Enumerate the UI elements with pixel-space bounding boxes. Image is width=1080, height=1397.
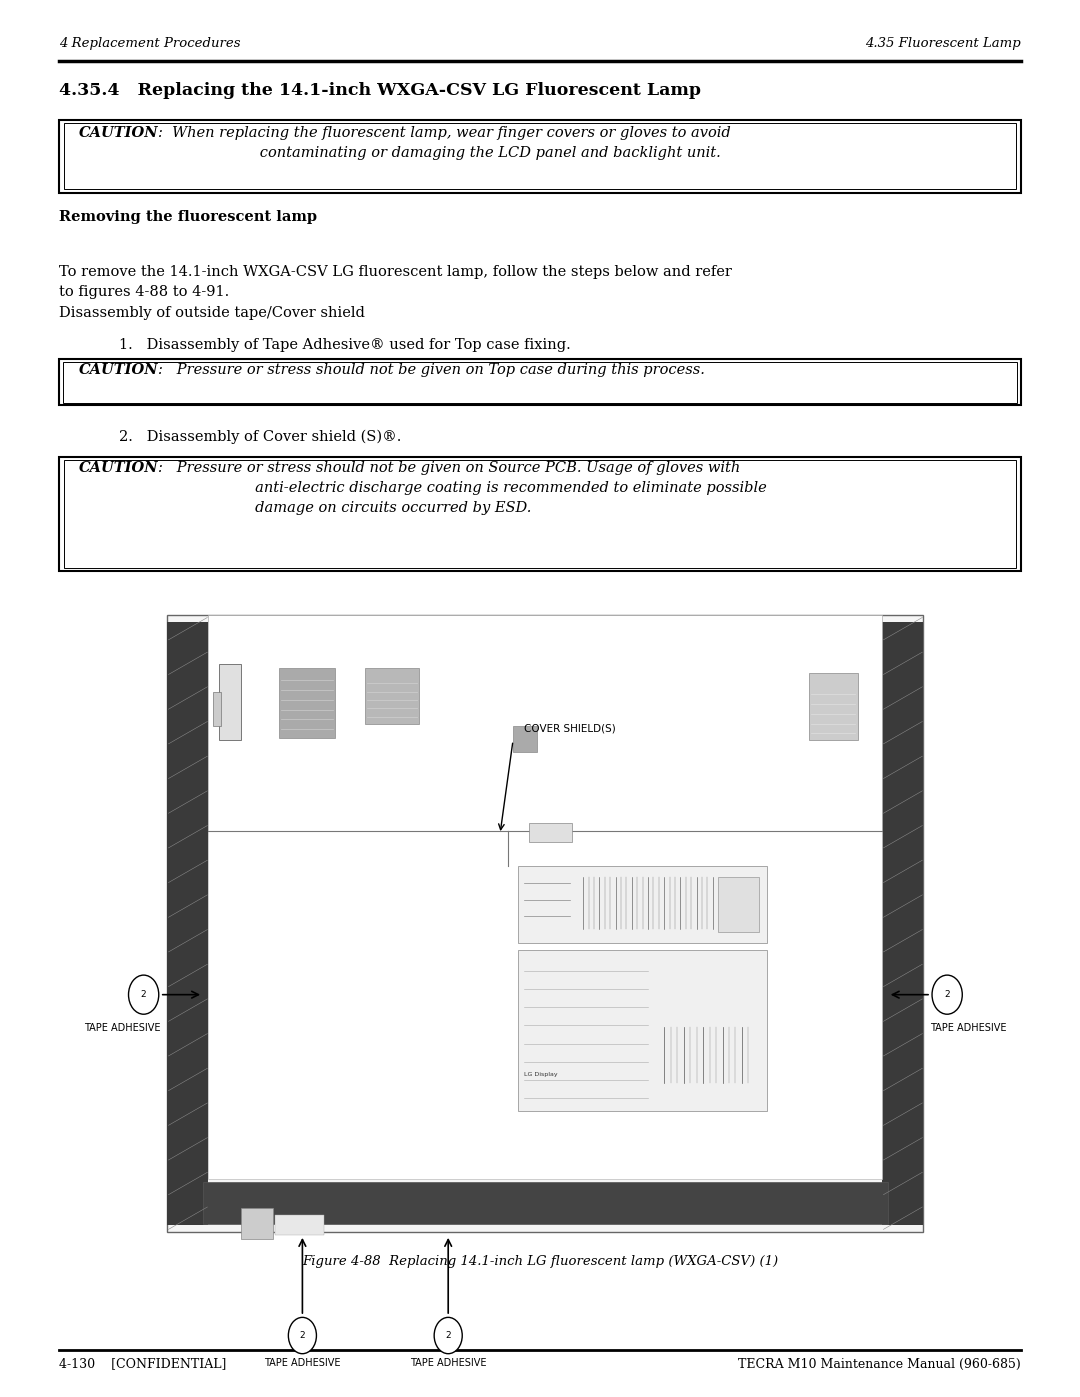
Text: Figure 4-88  Replacing 14.1-inch LG fluorescent lamp (WXGA-CSV) (1): Figure 4-88 Replacing 14.1-inch LG fluor… [302, 1256, 778, 1268]
Bar [63, 362, 1017, 402]
Bar [513, 726, 537, 752]
Bar [219, 664, 241, 740]
Text: Disassembly of outside tape/Cover shield: Disassembly of outside tape/Cover shield [59, 306, 365, 320]
Bar [213, 692, 221, 726]
Text: CAUTION: CAUTION [79, 126, 159, 140]
Bar [882, 622, 923, 1225]
Text: TECRA M10 Maintenance Manual (960-685): TECRA M10 Maintenance Manual (960-685) [738, 1358, 1021, 1370]
Text: TAPE ADHESIVE: TAPE ADHESIVE [84, 1023, 160, 1032]
Text: 4 Replacement Procedures: 4 Replacement Procedures [59, 36, 241, 49]
Bar [275, 1215, 324, 1235]
Bar [208, 615, 882, 831]
Text: :   Pressure or stress should not be given on Top case during this process.: : Pressure or stress should not be given… [158, 363, 704, 377]
Circle shape [288, 1317, 316, 1354]
Bar [59, 457, 1021, 571]
Bar [208, 831, 882, 1179]
Bar [64, 123, 1016, 190]
Bar [167, 615, 923, 1232]
Text: CAUTION: CAUTION [79, 363, 159, 377]
Bar [518, 950, 767, 1111]
Bar [529, 823, 572, 842]
Text: TAPE ADHESIVE: TAPE ADHESIVE [931, 1023, 1007, 1032]
Text: 2: 2 [445, 1331, 451, 1340]
Text: To remove the 14.1-inch WXGA-CSV LG fluorescent lamp, follow the steps below and: To remove the 14.1-inch WXGA-CSV LG fluo… [59, 265, 732, 299]
Bar [518, 866, 767, 943]
Circle shape [129, 975, 159, 1014]
Text: CAUTION: CAUTION [79, 461, 159, 475]
Bar [809, 673, 858, 740]
Bar [241, 1208, 273, 1239]
Bar [718, 877, 759, 932]
Text: :  When replacing the fluorescent lamp, wear finger covers or gloves to avoid
  : : When replacing the fluorescent lamp, w… [158, 126, 730, 159]
Bar [279, 668, 335, 738]
Text: 1.   Disassembly of Tape Adhesive® used for Top case fixing.: 1. Disassembly of Tape Adhesive® used fo… [119, 338, 570, 352]
Text: 2.   Disassembly of Cover shield (S)®.: 2. Disassembly of Cover shield (S)®. [119, 430, 401, 444]
Bar [203, 1182, 888, 1224]
Text: COVER SHIELD(S): COVER SHIELD(S) [524, 724, 616, 733]
Circle shape [434, 1317, 462, 1354]
Text: 2: 2 [299, 1331, 306, 1340]
Text: TAPE ADHESIVE: TAPE ADHESIVE [410, 1358, 486, 1368]
Bar [365, 668, 419, 724]
Circle shape [932, 975, 962, 1014]
Bar [59, 120, 1021, 193]
Text: 2: 2 [944, 990, 950, 999]
Text: 4-130    [CONFIDENTIAL]: 4-130 [CONFIDENTIAL] [59, 1358, 227, 1370]
Text: :   Pressure or stress should not be given on Source PCB. Usage of gloves with
 : : Pressure or stress should not be given… [158, 461, 767, 515]
Bar [64, 460, 1016, 569]
Text: TAPE ADHESIVE: TAPE ADHESIVE [265, 1358, 340, 1368]
Text: 4.35 Fluorescent Lamp: 4.35 Fluorescent Lamp [865, 36, 1021, 49]
Text: Removing the fluorescent lamp: Removing the fluorescent lamp [59, 210, 318, 224]
Bar [167, 622, 208, 1225]
Bar [59, 359, 1021, 405]
Text: 2: 2 [140, 990, 147, 999]
Text: LG Display: LG Display [524, 1071, 557, 1077]
Text: 4.35.4   Replacing the 14.1-inch WXGA-CSV LG Fluorescent Lamp: 4.35.4 Replacing the 14.1-inch WXGA-CSV … [59, 82, 701, 99]
